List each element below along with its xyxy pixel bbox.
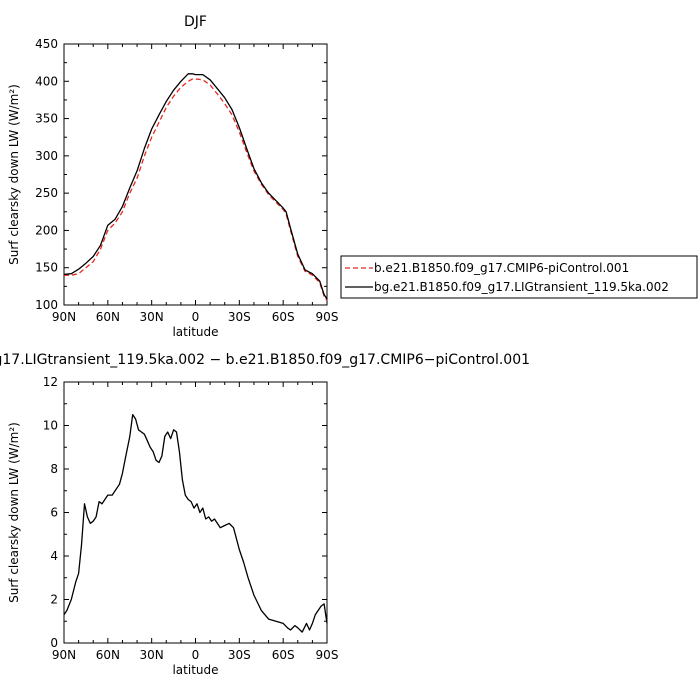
- panel1-ytick-label: 300: [35, 149, 58, 163]
- panel1-xtick-label: 30N: [140, 310, 164, 324]
- panel2-ytick-label: 12: [43, 375, 58, 389]
- panel2-xlabel: latitude: [172, 663, 218, 677]
- panel1-xtick-label: 0: [192, 310, 200, 324]
- panel1-ytick-label: 200: [35, 223, 58, 237]
- panel1-xtick-label: 30S: [228, 310, 251, 324]
- panel1-xtick-label: 90N: [52, 310, 76, 324]
- panel1-xlabel: latitude: [172, 325, 218, 339]
- panel2-series-line-1: [63, 413, 328, 633]
- panel2-title: bg.e21.B1850.f09_g17.LIGtransient_119.5k…: [0, 352, 530, 368]
- panel1-title: DJF: [184, 14, 207, 30]
- panel2-plot-frame: [63, 381, 328, 644]
- panel2-ytick-label: 10: [43, 419, 58, 433]
- legend-box: [340, 255, 698, 299]
- legend-label-2: bg.e21.B1850.f09_g17.LIGtransient_119.5k…: [374, 280, 669, 294]
- panel2-ytick-label: 4: [50, 549, 58, 563]
- panel2-xtick-label: 60S: [272, 648, 295, 662]
- panel1-plot-frame: [63, 43, 328, 306]
- panel1-ytick-label: 350: [35, 112, 58, 126]
- panel1-series-line-2: [63, 73, 328, 300]
- panel1-ytick-label: 450: [35, 37, 58, 51]
- panel1-ytick-label: 250: [35, 186, 58, 200]
- panel2-xtick-label: 0: [192, 648, 200, 662]
- panel2-ytick-label: 8: [50, 462, 58, 476]
- panel1-ylabel: Surf clearsky down LW (W/m²): [7, 84, 21, 265]
- panel1-ytick-label: 400: [35, 74, 58, 88]
- panel2-xtick-label: 90N: [52, 648, 76, 662]
- panel1-xtick-label: 60S: [272, 310, 295, 324]
- panel2-ytick-label: 6: [50, 506, 58, 520]
- panel2-xtick-label: 30N: [140, 648, 164, 662]
- panel2-ylabel: Surf clearsky down LW (W/m²): [7, 422, 21, 603]
- panel1-xtick-label: 90S: [316, 310, 339, 324]
- legend-label-1: b.e21.B1850.f09_g17.CMIP6-piControl.001: [374, 261, 629, 275]
- panel2-ytick-label: 0: [50, 636, 58, 650]
- panel2-xtick-label: 30S: [228, 648, 251, 662]
- panel1-series-line-1: [64, 78, 328, 301]
- panel2-xtick-label: 60N: [96, 648, 120, 662]
- panel1-ytick-label: 100: [35, 298, 58, 312]
- panel1-xtick-label: 60N: [96, 310, 120, 324]
- panel2-xtick-label: 90S: [316, 648, 339, 662]
- panel1-ytick-label: 150: [35, 261, 58, 275]
- panel2-ytick-label: 2: [50, 593, 58, 607]
